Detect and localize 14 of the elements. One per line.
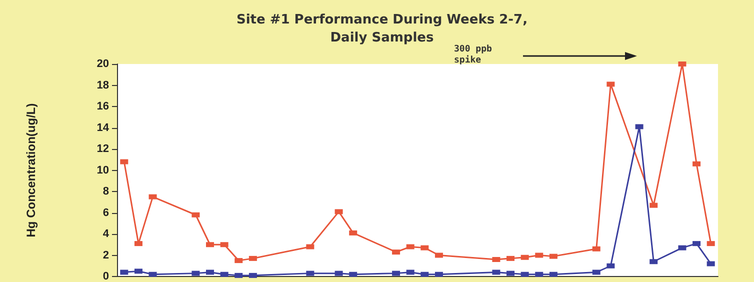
y-tick-label: 12 — [96, 143, 109, 155]
y-tick-label: 20 — [96, 58, 109, 70]
chart-title: Site #1 Performance During Weeks 2-7, Daily Samples — [236, 12, 528, 46]
y-tick-label: 0 — [102, 270, 109, 282]
y-tick-label: 2 — [102, 249, 109, 262]
annotation: 300 ppb spike — [454, 44, 493, 66]
y-tick-label: 8 — [102, 186, 109, 198]
y-tick-label: 18 — [96, 79, 109, 92]
y-tick-label: 10 — [96, 164, 109, 176]
y-axis-title: Hg Concentration(ug/L) — [24, 103, 38, 238]
y-tick-label: 16 — [96, 100, 109, 112]
y-tick-label: 4 — [102, 228, 110, 240]
y-tick-label: 14 — [96, 122, 110, 134]
y-tick-label: 6 — [102, 206, 109, 219]
